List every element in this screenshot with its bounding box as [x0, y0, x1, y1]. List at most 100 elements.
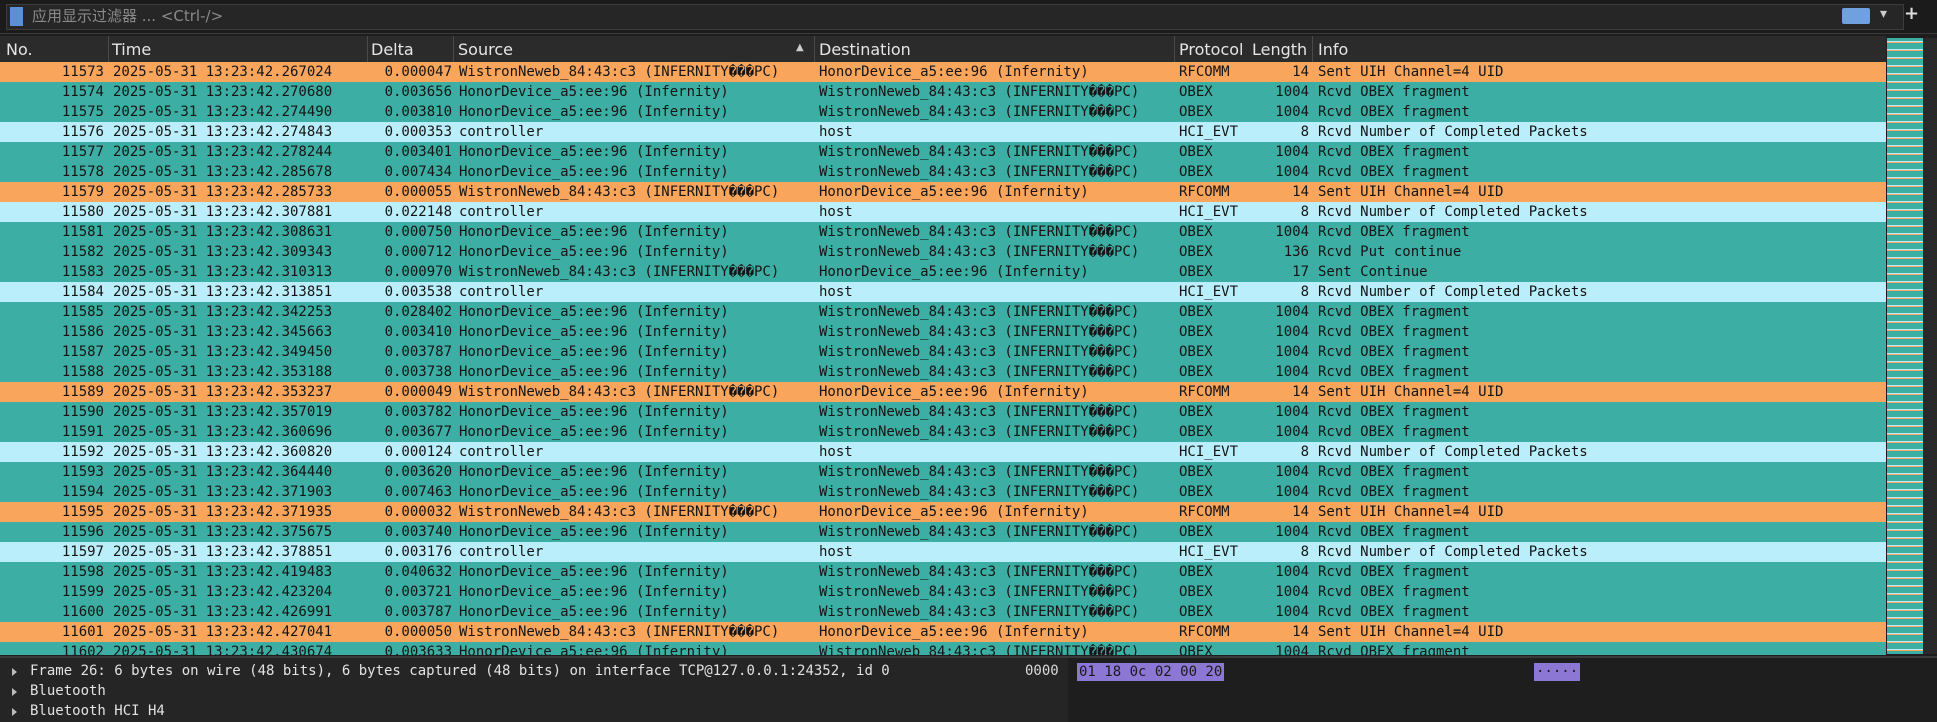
- packet-row[interactable]: 11596 2025-05-31 13:23:42.375675 0.003740 H…: [0, 522, 1886, 542]
- cell: 0.003787: [384, 344, 452, 360]
- expander[interactable]: [12, 708, 17, 716]
- packet-row[interactable]: 11586 2025-05-31 13:23:42.345663 0.003410 H…: [0, 322, 1886, 342]
- packet-row[interactable]: 11577 2025-05-31 13:23:42.278244 0.003401 H…: [0, 142, 1886, 162]
- packet-row[interactable]: 11583 2025-05-31 13:23:42.310313 0.000970 W…: [0, 262, 1886, 282]
- filter-input[interactable]: [6, 4, 1904, 30]
- cell: WistronNeweb_84:43:c3 (INFERNITY���PC): [819, 484, 1140, 500]
- packet-row[interactable]: 11594 2025-05-31 13:23:42.371903 0.007463 H…: [0, 482, 1886, 502]
- column-title[interactable]: Time: [112, 40, 152, 59]
- cell: HonorDevice_a5:ee:96 (Infernity): [459, 364, 729, 380]
- column-title[interactable]: Protocol: [1179, 40, 1244, 59]
- packet-row[interactable]: 11579 2025-05-31 13:23:42.285733 0.000055 W…: [0, 182, 1886, 202]
- cell: WistronNeweb_84:43:c3 (INFERNITY���PC): [819, 324, 1140, 340]
- packet-row[interactable]: 11585 2025-05-31 13:23:42.342253 0.028402 H…: [0, 302, 1886, 322]
- packet-row[interactable]: 11601 2025-05-31 13:23:42.427041 0.000050 W…: [0, 622, 1886, 642]
- cell: controller: [459, 444, 544, 460]
- packet-row[interactable]: 11588 2025-05-31 13:23:42.353188 0.003738 H…: [0, 362, 1886, 382]
- cell: Rcvd Number of Completed Packets: [1318, 544, 1588, 560]
- packet-list: 11573 2025-05-31 13:23:42.267024 0.000047 W…: [0, 62, 1886, 655]
- cell: Rcvd OBEX fragment: [1318, 84, 1470, 100]
- dropdown[interactable]: ▾: [1880, 6, 1888, 22]
- cell: 0.007434: [384, 164, 452, 180]
- cell: Rcvd OBEX fragment: [1318, 304, 1470, 320]
- packet-row[interactable]: 11600 2025-05-31 13:23:42.426991 0.003787 H…: [0, 602, 1886, 622]
- packet-row[interactable]: 11599 2025-05-31 13:23:42.423204 0.003721 H…: [0, 582, 1886, 602]
- expander[interactable]: [12, 688, 17, 696]
- cell: 0.003721: [384, 584, 452, 600]
- cell: OBEX: [1179, 644, 1213, 655]
- cell: WistronNeweb_84:43:c3 (INFERNITY���PC): [819, 564, 1140, 580]
- cell: HonorDevice_a5:ee:96 (Infernity): [459, 224, 729, 240]
- packet-row[interactable]: 11591 2025-05-31 13:23:42.360696 0.003677 H…: [0, 422, 1886, 442]
- cell: 0.003782: [384, 404, 452, 420]
- cell: WistronNeweb_84:43:c3 (INFERNITY���PC): [459, 184, 780, 200]
- cell: OBEX: [1179, 84, 1213, 100]
- cell: 11595: [61, 504, 104, 520]
- packet-row[interactable]: 11580 2025-05-31 13:23:42.307881 0.022148 c…: [0, 202, 1886, 222]
- detail-line[interactable]: Bluetooth: [30, 683, 106, 699]
- packet-row[interactable]: 11595 2025-05-31 13:23:42.371935 0.000032 W…: [0, 502, 1886, 522]
- cell: 1004: [1275, 304, 1309, 320]
- cell: WistronNeweb_84:43:c3 (INFERNITY���PC): [459, 504, 780, 520]
- expander[interactable]: [12, 668, 17, 676]
- cell: 1004: [1275, 564, 1309, 580]
- packet-row[interactable]: 11578 2025-05-31 13:23:42.285678 0.007434 H…: [0, 162, 1886, 182]
- packet-row[interactable]: 11575 2025-05-31 13:23:42.274490 0.003810 H…: [0, 102, 1886, 122]
- cell: 0.000750: [384, 224, 452, 240]
- packet-row[interactable]: 11587 2025-05-31 13:23:42.349450 0.003787 H…: [0, 342, 1886, 362]
- detail-line[interactable]: Frame 26: 6 bytes on wire (48 bits), 6 b…: [30, 663, 890, 679]
- packet-row[interactable]: 11573 2025-05-31 13:23:42.267024 0.000047 W…: [0, 62, 1886, 82]
- cell: Sent UIH Channel=4 UID: [1318, 624, 1504, 640]
- packet-row[interactable]: 11590 2025-05-31 13:23:42.357019 0.003782 H…: [0, 402, 1886, 422]
- column-title[interactable]: Length: [1252, 40, 1308, 59]
- packet-row[interactable]: 11602 2025-05-31 13:23:42.430674 0.003633 H…: [0, 642, 1886, 655]
- packet-row[interactable]: 11598 2025-05-31 13:23:42.419483 0.040632 H…: [0, 562, 1886, 582]
- cell: OBEX: [1179, 524, 1213, 540]
- column-title[interactable]: No.: [6, 40, 33, 59]
- cell: HCI_EVT: [1179, 444, 1239, 460]
- cell: 11587: [61, 344, 104, 360]
- cell: WistronNeweb_84:43:c3 (INFERNITY���PC): [459, 64, 780, 80]
- cell: HonorDevice_a5:ee:96 (Infernity): [819, 264, 1089, 280]
- packet-row[interactable]: 11592 2025-05-31 13:23:42.360820 0.000124 c…: [0, 442, 1886, 462]
- packet-row[interactable]: 11576 2025-05-31 13:23:42.274843 0.000353 c…: [0, 122, 1886, 142]
- cell: HonorDevice_a5:ee:96 (Infernity): [819, 384, 1089, 400]
- column-title[interactable]: Delta: [371, 40, 414, 59]
- cell: RFCOMM: [1179, 64, 1230, 80]
- cell: WistronNeweb_84:43:c3 (INFERNITY���PC): [819, 524, 1140, 540]
- column-title[interactable]: Info: [1318, 40, 1349, 59]
- cell: OBEX: [1179, 224, 1213, 240]
- cell: HonorDevice_a5:ee:96 (Infernity): [459, 604, 729, 620]
- cell: 11575: [61, 104, 104, 120]
- cell: 0.003633: [384, 644, 452, 655]
- cell: HonorDevice_a5:ee:96 (Infernity): [459, 344, 729, 360]
- scrollbar[interactable]: [1923, 38, 1937, 654]
- packet-row[interactable]: 11589 2025-05-31 13:23:42.353237 0.000049 W…: [0, 382, 1886, 402]
- add-button[interactable]: +: [1904, 3, 1920, 24]
- cell: 1004: [1275, 104, 1309, 120]
- cell: 11579: [61, 184, 104, 200]
- cell: 1004: [1275, 144, 1309, 160]
- cell: 1004: [1275, 524, 1309, 540]
- bookmark-icon[interactable]: [10, 7, 23, 26]
- cell: Rcvd Number of Completed Packets: [1318, 204, 1588, 220]
- column-title[interactable]: Source: [458, 40, 513, 59]
- packet-row[interactable]: 11597 2025-05-31 13:23:42.378851 0.003176 c…: [0, 542, 1886, 562]
- cell: WistronNeweb_84:43:c3 (INFERNITY���PC): [819, 644, 1140, 655]
- column-title[interactable]: Destination: [819, 40, 911, 59]
- cell: 1004: [1275, 464, 1309, 480]
- cell: 11590: [61, 404, 104, 420]
- cell: 11583: [61, 264, 104, 280]
- packet-row[interactable]: 11574 2025-05-31 13:23:42.270680 0.003656 H…: [0, 82, 1886, 102]
- cell: 11591: [61, 424, 104, 440]
- packet-row[interactable]: 11593 2025-05-31 13:23:42.364440 0.003620 H…: [0, 462, 1886, 482]
- packet-row[interactable]: 11581 2025-05-31 13:23:42.308631 0.000750 H…: [0, 222, 1886, 242]
- cell: OBEX: [1179, 304, 1213, 320]
- packet-row[interactable]: 11582 2025-05-31 13:23:42.309343 0.000712 H…: [0, 242, 1886, 262]
- detail-line[interactable]: Bluetooth HCI H4: [30, 703, 165, 719]
- packet-row[interactable]: 11584 2025-05-31 13:23:42.313851 0.003538 c…: [0, 282, 1886, 302]
- apply-button[interactable]: [1842, 8, 1870, 24]
- cell: 2025-05-31 13:23:42.430674: [113, 644, 333, 655]
- cell: 1004: [1275, 424, 1309, 440]
- cell: Rcvd OBEX fragment: [1318, 364, 1470, 380]
